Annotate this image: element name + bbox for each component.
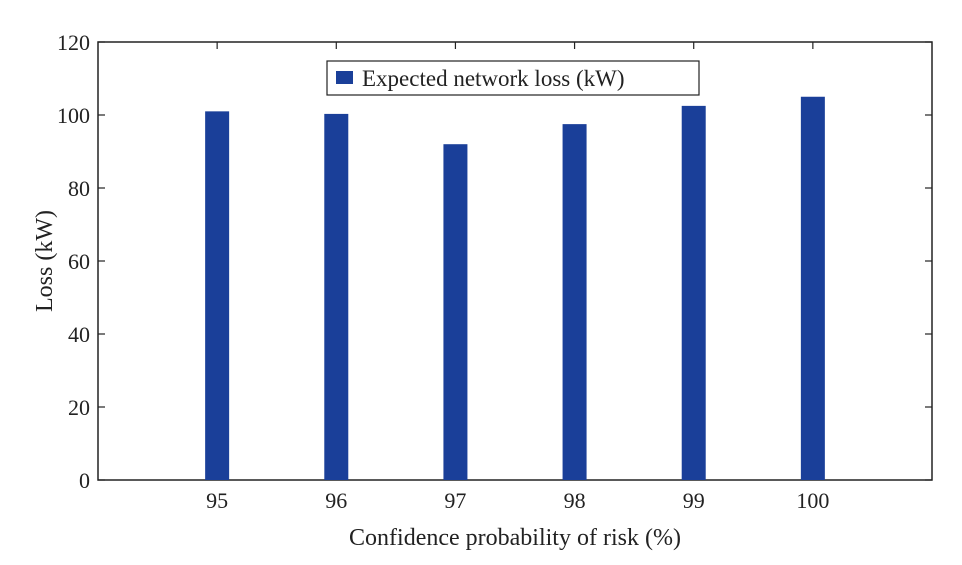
x-tick-label: 100 (796, 488, 829, 513)
legend-box (326, 60, 700, 96)
bar (205, 111, 230, 480)
y-axis-title: Loss (kW) (32, 210, 58, 312)
y-tick-label: 120 (57, 30, 90, 55)
x-tick-labels: 95 96 97 98 99 100 (206, 488, 829, 513)
y-tick-labels: 0 20 40 60 80 100 120 (57, 30, 90, 493)
x-tick-label: 99 (683, 488, 705, 513)
bar (562, 124, 587, 480)
x-tick-label: 96 (325, 488, 347, 513)
bar (800, 96, 825, 480)
legend-swatch (336, 71, 353, 84)
bars (205, 96, 825, 480)
y-tick-label: 100 (57, 103, 90, 128)
x-tick-label: 97 (444, 488, 466, 513)
bar (681, 105, 706, 480)
x-tick-label: 95 (206, 488, 228, 513)
x-tick-label: 98 (564, 488, 586, 513)
legend: Expected network loss (kW) (326, 60, 700, 96)
bar (443, 144, 468, 480)
legend-label: Expected network loss (kW) (362, 66, 625, 91)
y-tick-label: 60 (68, 249, 90, 274)
y-tick-label: 0 (79, 468, 90, 493)
y-tick-label: 80 (68, 176, 90, 201)
y-tick-label: 20 (68, 395, 90, 420)
bar (324, 113, 349, 480)
x-axis-title: Confidence probability of risk (%) (349, 525, 681, 551)
y-tick-label: 40 (68, 322, 90, 347)
